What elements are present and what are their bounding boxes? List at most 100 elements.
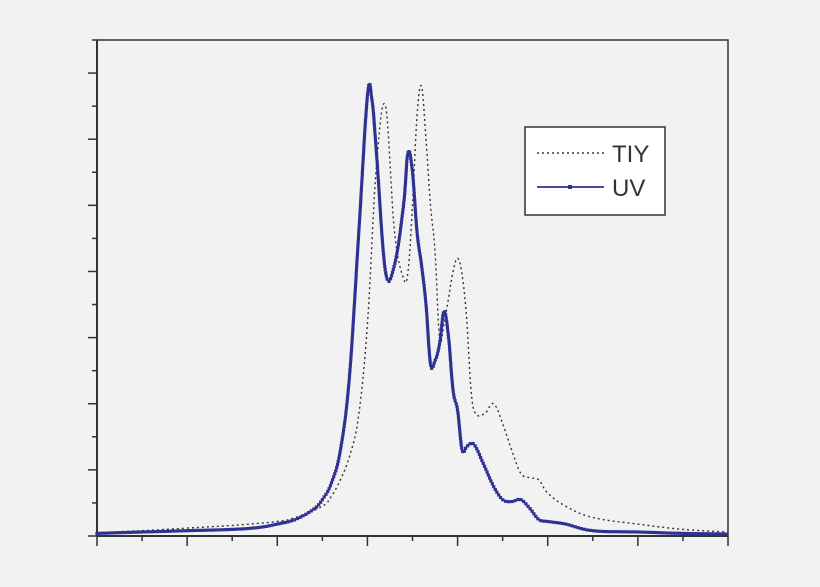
series-uv-point <box>347 383 351 387</box>
series-uv-point <box>372 121 376 125</box>
series-uv-point <box>413 204 417 208</box>
series-uv-point <box>382 258 386 262</box>
series-uv-point <box>340 440 344 445</box>
series-uv-point <box>312 507 316 511</box>
series-uv-point <box>579 527 583 531</box>
series-uv-point <box>440 324 444 328</box>
series-uv-point <box>357 233 361 237</box>
series-uv-point <box>447 338 451 342</box>
series-uv-point <box>220 528 224 532</box>
series-uv-point <box>401 208 405 212</box>
series-uv-point <box>423 293 427 297</box>
series-uv-point <box>379 223 383 227</box>
series-uv-point <box>456 411 460 415</box>
series-uv-point <box>646 530 650 534</box>
series-uv-point <box>229 527 233 531</box>
series-uv-point <box>349 355 353 359</box>
series-uv-point <box>415 226 419 231</box>
series-uv-point <box>353 297 357 301</box>
series-uv-point <box>437 346 441 350</box>
series-uv-point <box>379 220 383 224</box>
series-uv-point <box>232 527 237 531</box>
series-uv-point <box>456 414 460 418</box>
series-uv-point <box>377 185 381 189</box>
series-uv-point <box>413 210 418 215</box>
series-uv-point <box>358 204 362 209</box>
series-uv-point <box>133 530 137 534</box>
series-uv-point <box>688 531 692 536</box>
series-layer <box>95 82 729 536</box>
series-uv-point <box>371 108 375 112</box>
series-uv-point <box>417 246 421 250</box>
series-uv-point <box>359 189 363 193</box>
series-uv-point <box>434 355 439 359</box>
series-uv-point <box>376 178 380 182</box>
series-uv-point <box>405 153 410 157</box>
series-uv-point <box>322 495 326 499</box>
series-uv-point <box>507 500 511 504</box>
series-uv-point <box>366 90 370 94</box>
series-uv-point <box>439 330 443 334</box>
series-uv-point <box>357 227 361 231</box>
series-uv-point <box>370 95 374 100</box>
series-uv-point <box>370 99 374 103</box>
series-uv-point <box>356 240 360 244</box>
series-uv-point <box>378 204 382 208</box>
series-uv-point <box>422 280 426 284</box>
series-uv-point <box>242 527 246 531</box>
series-uv-point <box>402 201 406 205</box>
series-uv-point <box>425 322 429 326</box>
series-uv-point <box>245 527 249 531</box>
series-uv-point <box>371 105 375 109</box>
series-uv-point <box>339 444 343 448</box>
series-uv-point <box>369 89 373 93</box>
series-uv-point <box>410 163 414 167</box>
series-uv-point <box>320 498 324 502</box>
series-uv-point <box>191 528 195 533</box>
series-uv-point <box>197 528 201 532</box>
series-uv-point <box>372 124 377 128</box>
series-uv-point <box>656 531 660 535</box>
series-uv-point <box>355 262 359 266</box>
series-uv-point <box>672 531 676 535</box>
series-uv-point <box>286 520 290 524</box>
series-uv-point <box>459 440 463 444</box>
series-uv-point <box>436 349 440 353</box>
series-uv-point <box>343 415 347 419</box>
series-uv-point <box>630 530 634 534</box>
series-uv-point <box>373 127 377 131</box>
series-uv-point <box>662 531 666 535</box>
series-uv-point <box>175 529 179 533</box>
series-uv-point <box>476 450 480 454</box>
series-uv-point <box>337 453 342 457</box>
series-uv-point <box>169 529 173 533</box>
series-uv-point <box>401 211 405 215</box>
series-uv-point <box>337 456 341 460</box>
series-uv-point <box>359 198 363 202</box>
series-uv-point <box>427 347 431 351</box>
series-uv-point <box>526 504 530 508</box>
series-uv-point <box>143 530 147 534</box>
series-uv-point <box>354 275 358 279</box>
series-uv-point <box>399 220 403 224</box>
series-uv-point <box>675 531 679 535</box>
series-uv-point <box>362 141 366 145</box>
series-uv-point <box>121 531 125 535</box>
series-uv-point <box>304 512 308 516</box>
series-uv-point <box>360 182 364 186</box>
series-uv-point <box>653 530 657 535</box>
series-uv-point <box>336 459 340 463</box>
series-uv-point <box>450 377 454 381</box>
series-uv-point <box>558 521 562 525</box>
series-uv-point <box>348 367 352 371</box>
series-uv-point <box>452 392 456 397</box>
series-uv-point <box>335 462 340 467</box>
series-uv-point <box>360 169 364 173</box>
series-uv-point <box>681 531 685 535</box>
series-uv-point <box>114 531 118 535</box>
series-uv-point <box>614 530 618 534</box>
series-uv-point <box>348 364 352 368</box>
series-uv-point <box>194 528 198 532</box>
series-uv-point <box>561 521 565 526</box>
series-uv-point <box>403 185 407 189</box>
